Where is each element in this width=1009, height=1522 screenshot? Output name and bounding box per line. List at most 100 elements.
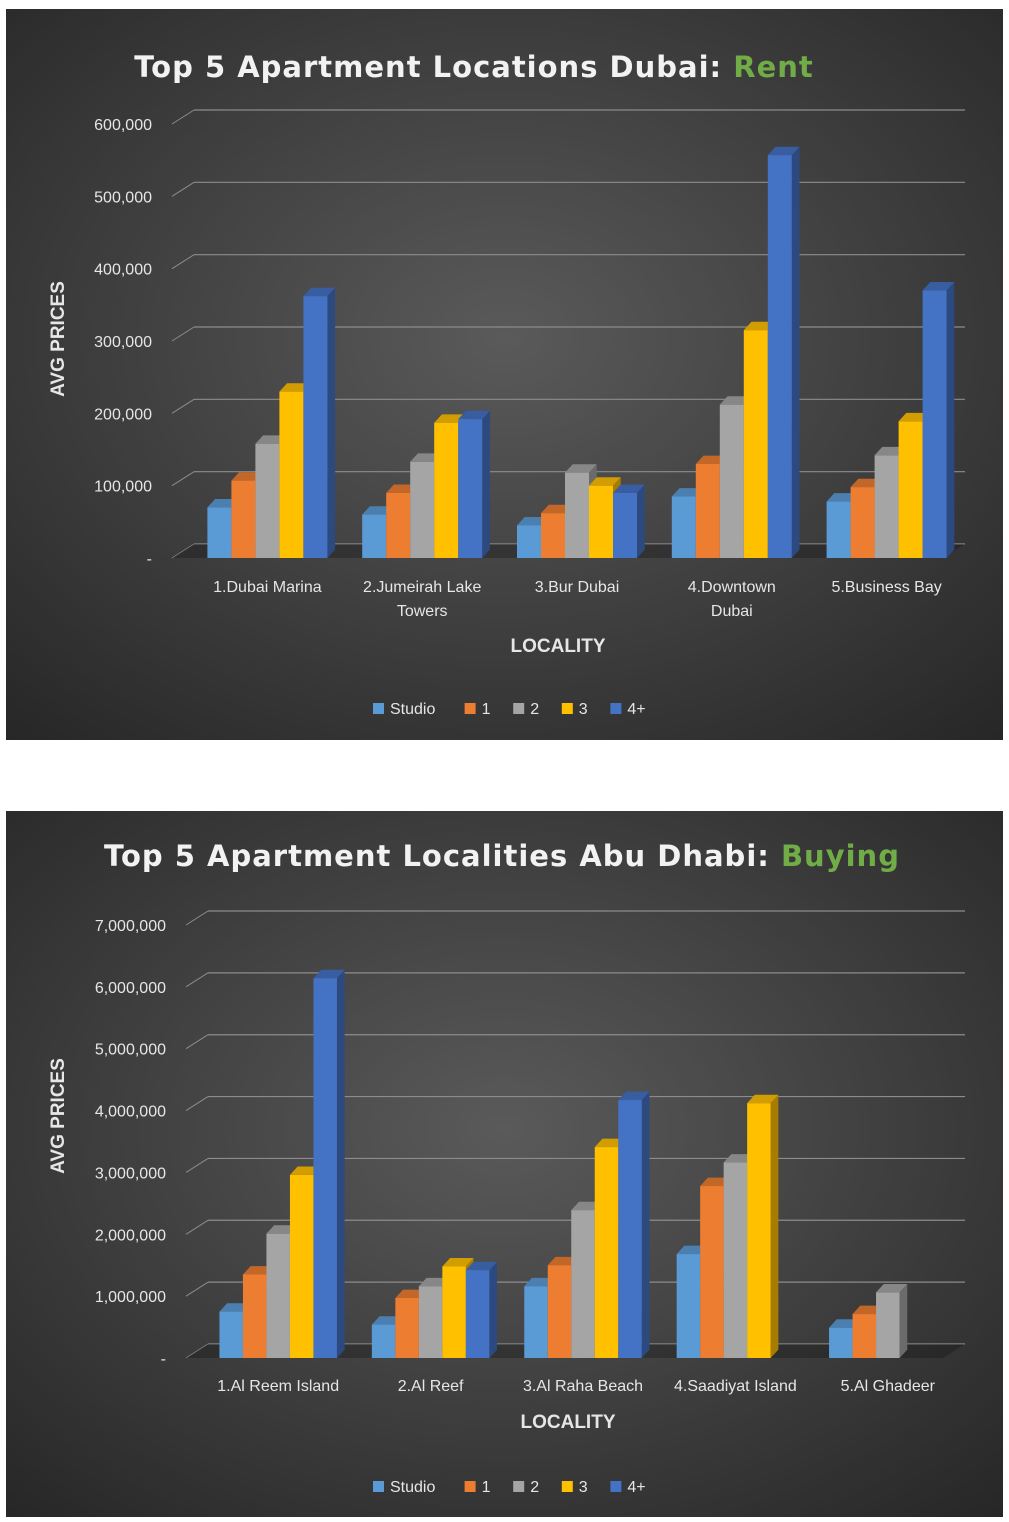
bar: [829, 1319, 861, 1358]
legend: Studio 1 2 3 4+: [373, 1479, 646, 1496]
bar-side: [770, 1094, 779, 1358]
bar-front: [517, 525, 541, 558]
bar-front: [922, 290, 947, 558]
bar-front: [594, 1147, 619, 1358]
bar-top: [747, 1094, 779, 1104]
bar-front: [695, 463, 720, 558]
bar-top: [458, 410, 490, 420]
x-axis-title: LOCALITY: [511, 636, 606, 657]
bar-top: [242, 1266, 275, 1275]
bar-side: [336, 969, 345, 1358]
bar-front: [410, 461, 435, 558]
legend: Studio 1 2 3 4+: [373, 701, 646, 718]
bar: [618, 1091, 650, 1358]
y-tick-label: 500,000: [94, 189, 152, 206]
legend-swatch: [464, 1481, 476, 1492]
legend-swatch: [610, 1481, 622, 1492]
y-tick-label: 7,000,000: [95, 918, 166, 935]
bar-top: [395, 1289, 427, 1298]
bar-front: [465, 1270, 490, 1358]
x-category-label: 1.Al Reem Island: [217, 1378, 339, 1395]
bar-top: [695, 455, 728, 464]
bar-front: [547, 1265, 572, 1358]
bar-front: [524, 1286, 548, 1358]
y-tick-label: 200,000: [94, 406, 152, 423]
bar-top: [231, 472, 264, 481]
bar-top: [465, 1261, 498, 1271]
bar-side: [327, 287, 336, 558]
bar: [767, 146, 800, 558]
gridline-depth: [171, 181, 195, 197]
bar-front: [571, 1210, 595, 1358]
bar-front: [898, 421, 923, 558]
bar-top: [898, 412, 931, 422]
bar-front: [700, 1186, 724, 1358]
gridline-depth: [171, 254, 195, 270]
bar-top: [219, 1303, 251, 1312]
bar-front: [303, 296, 328, 558]
chart-title: Top 5 Apartment Localities Abu Dhabi: Bu…: [104, 839, 900, 873]
bar-front: [386, 492, 411, 558]
gridline-depth: [185, 1281, 209, 1297]
x-category-label: 3.Bur Dubai: [535, 579, 620, 596]
bar-front: [541, 513, 565, 558]
bar-front: [850, 487, 875, 558]
bar-top: [700, 1177, 732, 1187]
bar-top: [524, 1277, 556, 1287]
bar-front: [826, 501, 851, 558]
bar-top: [874, 446, 907, 456]
legend-item: 2: [513, 701, 539, 718]
y-tick-label: 2,000,000: [95, 1227, 166, 1244]
y-tick-label: -: [147, 551, 152, 568]
y-tick-label: 600,000: [94, 117, 152, 134]
bar-side: [946, 281, 955, 558]
bar: [876, 1284, 908, 1358]
bar-front: [876, 1292, 900, 1358]
bar-front: [743, 330, 768, 558]
legend-item: 1: [464, 1479, 491, 1496]
bar-front: [362, 514, 387, 558]
legend-label: 1: [482, 1479, 491, 1496]
bar-front: [767, 155, 792, 558]
chart-background: [6, 9, 1003, 740]
legend-item: 3: [561, 1479, 588, 1496]
bar-top: [850, 478, 883, 488]
legend-item: Studio: [373, 1479, 435, 1496]
legend-item: 4+: [610, 1479, 646, 1496]
bar-top: [743, 321, 776, 331]
x-category-label: 2.Jumeirah Lake Towers: [363, 579, 481, 620]
bar-front: [434, 422, 459, 558]
bar-top: [671, 488, 704, 497]
x-category-label: 2.Al Reef: [398, 1378, 464, 1395]
bar-front: [613, 492, 637, 558]
bar-front: [255, 443, 280, 558]
legend-swatch: [561, 703, 573, 714]
x-category-label: 5.Business Bay: [831, 579, 941, 596]
bar-top: [829, 1319, 861, 1328]
bar-top: [571, 1201, 603, 1211]
bar-side: [482, 410, 490, 558]
y-axis-title: AVG PRICES: [48, 281, 69, 397]
bar-front: [313, 978, 337, 1358]
bar-top: [594, 1138, 626, 1148]
bar-top: [386, 484, 418, 493]
bar-front: [852, 1314, 877, 1358]
legend-swatch: [513, 703, 525, 714]
bar: [613, 484, 645, 558]
gridline-depth: [185, 910, 209, 926]
bar-front: [747, 1103, 771, 1358]
bar-top: [207, 498, 240, 508]
bar-top: [676, 1245, 708, 1255]
bar: [922, 281, 955, 558]
bar-front: [231, 480, 256, 558]
gridline-depth: [185, 1096, 209, 1111]
gridline-depth: [171, 109, 195, 125]
bar-top: [279, 383, 312, 392]
chart-title-accent: Buying: [781, 839, 900, 873]
bar-top: [410, 453, 442, 462]
legend-label: Studio: [390, 701, 435, 718]
chart-background: [6, 811, 1003, 1517]
bar-side: [489, 1261, 498, 1358]
y-tick-label: 3,000,000: [95, 1165, 166, 1182]
bar: [458, 410, 490, 558]
